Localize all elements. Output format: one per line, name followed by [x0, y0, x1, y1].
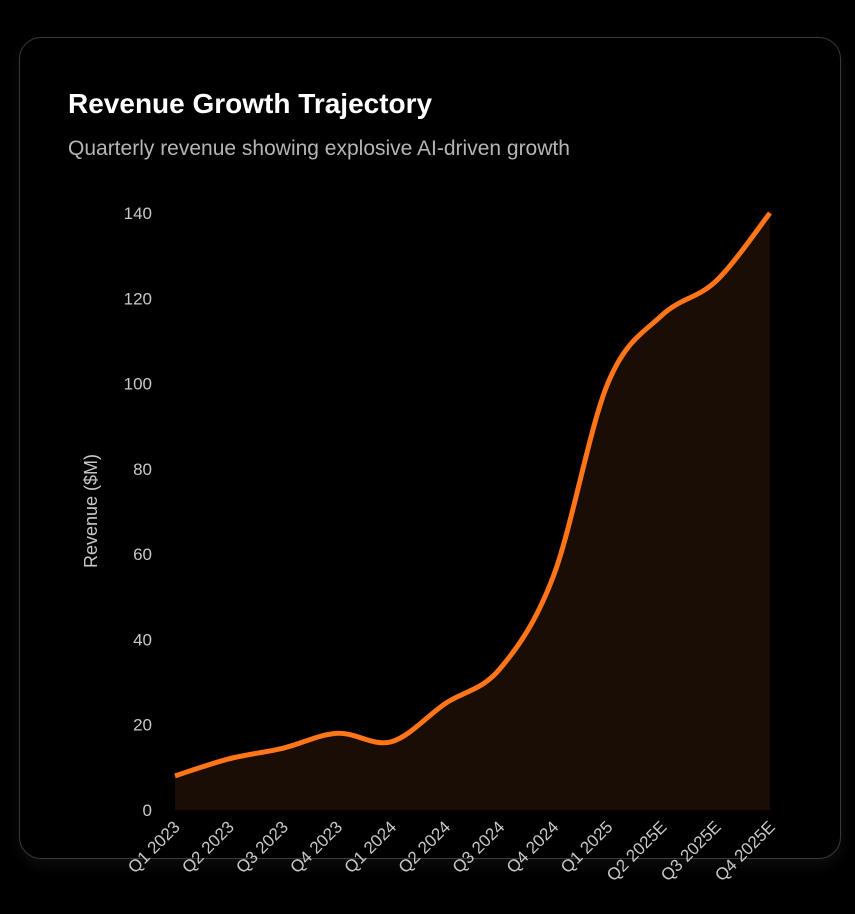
y-tick-label: 60	[133, 545, 152, 564]
y-axis: 0 20 40 60 80 100 120 140	[124, 204, 152, 820]
y-tick-label: 120	[124, 289, 152, 308]
y-axis-label: Revenue ($M)	[81, 454, 101, 568]
x-tick-label: Q3 2024	[449, 817, 509, 877]
chart-title: Revenue Growth Trajectory	[68, 88, 433, 119]
x-tick-label: Q1 2023	[124, 817, 184, 877]
y-tick-label: 0	[143, 801, 152, 820]
x-tick-label: Q4 2024	[503, 817, 563, 877]
revenue-area	[175, 213, 770, 810]
x-tick-label: Q4 2023	[287, 817, 347, 877]
x-tick-label: Q3 2023	[232, 817, 292, 877]
y-tick-label: 80	[133, 460, 152, 479]
x-tick-label: Q2 2023	[178, 817, 238, 877]
y-tick-label: 100	[124, 375, 152, 394]
y-tick-label: 140	[124, 204, 152, 223]
chart-subtitle: Quarterly revenue showing explosive AI-d…	[68, 137, 570, 160]
x-tick-label: Q1 2024	[341, 817, 401, 877]
y-tick-label: 40	[133, 630, 152, 649]
y-tick-label: 20	[133, 716, 152, 735]
revenue-line	[174, 211, 772, 779]
x-tick-label: Q2 2024	[395, 817, 455, 877]
